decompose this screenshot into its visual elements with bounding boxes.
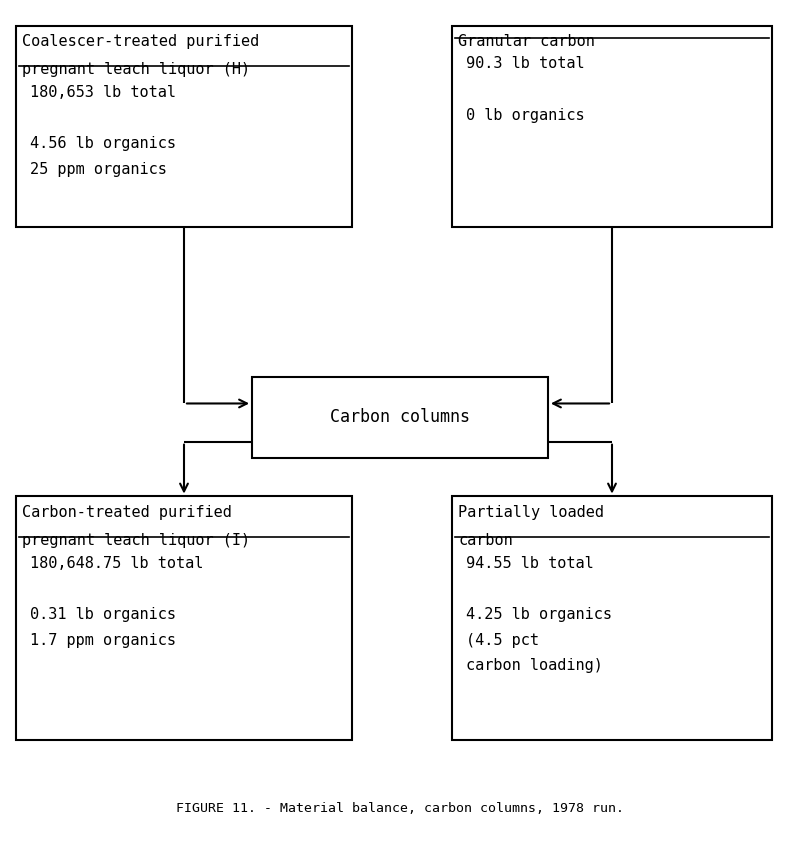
Text: 4.25 lb organics: 4.25 lb organics [466,607,613,621]
Text: 180,653 lb total: 180,653 lb total [30,85,176,99]
Text: 90.3 lb total: 90.3 lb total [466,56,585,71]
Text: carbon: carbon [458,533,513,549]
Bar [452,496,772,740]
Text: pregnant leach liquor (H): pregnant leach liquor (H) [22,62,250,78]
Text: 4.56 lb organics: 4.56 lb organics [30,136,176,151]
Bar [16,26,352,227]
Text: 180,648.75 lb total: 180,648.75 lb total [30,556,204,570]
Text: 94.55 lb total: 94.55 lb total [466,556,594,570]
Text: pregnant leach liquor (I): pregnant leach liquor (I) [22,533,250,549]
Bar [252,377,548,458]
Text: 0 lb organics: 0 lb organics [466,108,585,122]
Text: Partially loaded: Partially loaded [458,505,605,520]
Text: Carbon columns: Carbon columns [330,408,470,426]
Text: 0.31 lb organics: 0.31 lb organics [30,607,176,621]
Text: carbon loading): carbon loading) [466,658,603,673]
Bar [452,26,772,227]
Text: 25 ppm organics: 25 ppm organics [30,162,167,176]
Text: Granular carbon: Granular carbon [458,34,595,50]
Bar [16,496,352,740]
Text: (4.5 pct: (4.5 pct [466,633,539,647]
Text: Carbon-treated purified: Carbon-treated purified [22,505,232,520]
Text: Coalescer-treated purified: Coalescer-treated purified [22,34,260,50]
Text: FIGURE 11. - Material balance, carbon columns, 1978 run.: FIGURE 11. - Material balance, carbon co… [176,802,624,816]
Text: 1.7 ppm organics: 1.7 ppm organics [30,633,176,647]
